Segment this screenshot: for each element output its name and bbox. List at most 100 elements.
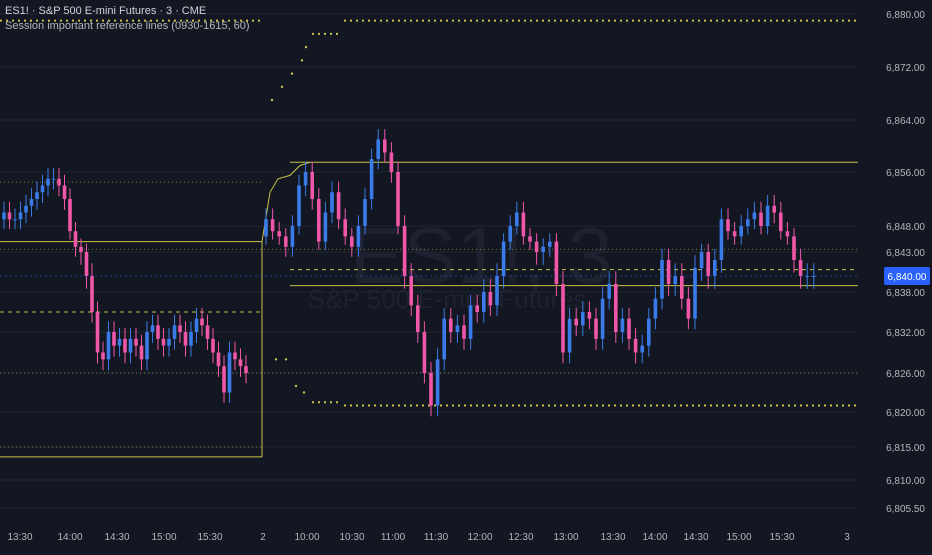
candle <box>205 314 210 350</box>
candle-body <box>18 212 23 220</box>
candle <box>548 233 552 257</box>
candle <box>7 201 12 230</box>
candle <box>673 263 677 296</box>
candle-body <box>383 139 387 153</box>
candle <box>455 314 460 343</box>
candle <box>515 201 519 235</box>
candle <box>330 181 334 224</box>
candle <box>396 161 400 235</box>
candle <box>416 294 420 343</box>
candle-body <box>812 276 816 277</box>
candle-body <box>614 284 618 332</box>
candle-body <box>7 212 12 220</box>
candle-body <box>284 236 288 247</box>
candle-body <box>363 199 367 226</box>
candle-body <box>693 268 697 319</box>
candle-body <box>51 178 56 180</box>
candle <box>528 228 532 250</box>
candle-body <box>216 352 221 367</box>
candle <box>90 263 94 323</box>
time-tick-label: 15:30 <box>769 532 794 543</box>
candle-body <box>233 352 237 360</box>
candle <box>350 228 354 257</box>
candle-body <box>330 192 334 213</box>
candle <box>145 321 149 371</box>
candle <box>183 321 188 357</box>
candle <box>482 279 486 323</box>
candle-body <box>640 345 644 353</box>
candle-body <box>90 276 94 312</box>
candle <box>508 215 512 250</box>
candle <box>713 248 717 289</box>
candle <box>73 221 78 257</box>
candle-body <box>779 212 783 232</box>
candle <box>57 168 61 197</box>
candle <box>194 308 199 343</box>
candle <box>383 129 387 163</box>
candle-body <box>123 338 127 353</box>
candle-body <box>227 352 232 393</box>
candle-body <box>805 276 809 277</box>
candle-body <box>673 276 677 284</box>
candle-body <box>429 373 433 406</box>
candle-body <box>290 226 295 247</box>
price-tick-label: 6,864.00 <box>886 116 925 127</box>
candle-body <box>150 325 155 332</box>
candle <box>2 201 6 230</box>
candle <box>732 221 737 245</box>
candle <box>640 334 644 364</box>
indicator-legend[interactable]: Session important reference lines (0930-… <box>5 20 250 32</box>
candle-body <box>567 318 572 353</box>
candle-body <box>167 338 171 346</box>
candle-body <box>455 325 460 332</box>
candle <box>123 328 127 364</box>
candle <box>277 221 281 245</box>
candle-body <box>46 178 50 186</box>
chart-legend[interactable]: ES1! · S&P 500 E-mini Futures · 3 · CME Sessio… <box>5 4 250 34</box>
current-price-label: 6,840.00 <box>888 272 927 283</box>
candle <box>297 174 301 235</box>
candle-body <box>680 276 684 299</box>
candle-body <box>244 366 248 373</box>
candle <box>101 341 105 371</box>
candle-body <box>145 332 149 360</box>
candle-body <box>409 276 413 306</box>
candle <box>270 208 275 240</box>
candle-body <box>660 260 664 299</box>
time-tick-label: 12:00 <box>467 532 492 543</box>
candle-body <box>759 212 763 226</box>
time-axis[interactable]: 13:30 14:00 14:30 15:00 15:30 2 10:00 10:30 11:0… <box>7 532 850 543</box>
candle-body <box>270 219 275 232</box>
price-axis[interactable]: 6,880.00 6,872.00 6,864.00 6,856.00 6,848.00… <box>886 10 925 515</box>
time-tick-label: 13:00 <box>553 532 578 543</box>
symbol-line[interactable]: ES1! · S&P 500 E-mini Futures · 3 · CME <box>5 5 207 17</box>
time-tick-label: 15:30 <box>197 532 222 543</box>
candle-body <box>40 185 45 193</box>
candle <box>534 233 539 265</box>
grid <box>0 13 858 509</box>
candle-body <box>24 205 28 213</box>
candle-body <box>739 226 743 237</box>
candle-body <box>79 246 83 252</box>
candle-body <box>35 192 39 199</box>
candle-body <box>128 338 133 353</box>
candle <box>488 279 493 316</box>
candle <box>785 221 790 245</box>
candle-body <box>323 212 328 242</box>
candle <box>633 328 638 364</box>
candle-body <box>336 192 341 220</box>
candle-body <box>765 205 770 226</box>
candle <box>227 341 232 403</box>
candle-body <box>106 332 111 360</box>
candle <box>587 301 592 330</box>
candle <box>238 348 243 377</box>
candle-body <box>719 219 724 260</box>
candle-body <box>134 338 138 346</box>
candle <box>222 355 226 403</box>
candle-body <box>303 172 308 186</box>
candle <box>317 188 321 250</box>
reference-dot <box>304 45 308 49</box>
time-tick-label: 14:30 <box>104 532 129 543</box>
